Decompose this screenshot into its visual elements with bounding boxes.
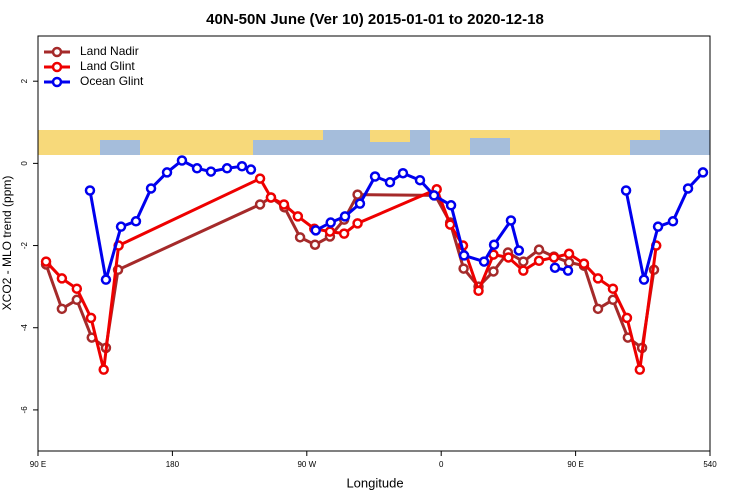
data-point — [634, 364, 646, 375]
data-point — [384, 177, 396, 188]
legend-marker — [51, 46, 63, 58]
y-tick-label: -2 — [20, 241, 29, 249]
map-strip — [38, 130, 710, 155]
x-tick-label: 180 — [166, 460, 180, 469]
data-point — [354, 198, 366, 209]
data-point — [592, 273, 604, 284]
data-point — [71, 283, 83, 294]
data-point — [221, 163, 233, 174]
data-point — [115, 221, 127, 232]
data-point — [339, 211, 351, 222]
data-point — [533, 244, 545, 255]
data-point — [607, 283, 619, 294]
data-point — [667, 216, 679, 227]
data-point — [205, 166, 217, 177]
data-point — [161, 167, 173, 178]
chart-title: 40N-50N June (Ver 10) 2015-01-01 to 2020… — [206, 11, 544, 28]
data-point — [338, 228, 350, 239]
data-point — [278, 199, 290, 210]
data-point — [458, 263, 469, 274]
data-point — [292, 211, 304, 222]
series-line — [88, 158, 705, 281]
data-point — [145, 183, 157, 194]
plot-frame — [37, 35, 711, 452]
data-point — [85, 312, 97, 324]
data-point — [445, 200, 457, 211]
data-point — [518, 265, 529, 276]
data-point — [324, 226, 336, 237]
legend-marker — [51, 76, 63, 88]
data-point — [652, 221, 664, 232]
data-point — [310, 225, 322, 236]
data-point — [265, 192, 277, 203]
data-point — [503, 252, 514, 263]
data-point — [518, 256, 529, 267]
data-point — [513, 245, 525, 256]
y-tick-label: 0 — [20, 161, 29, 166]
y-tick-label: -4 — [20, 324, 29, 332]
data-point — [325, 217, 336, 228]
data-point — [56, 303, 68, 315]
data-point — [697, 167, 709, 178]
data-point — [414, 174, 426, 186]
data-point — [352, 218, 363, 229]
x-tick-label: 540 — [703, 460, 717, 469]
data-point — [176, 155, 188, 166]
y-tick-label: 2 — [20, 78, 29, 83]
data-point — [56, 273, 68, 284]
data-point — [533, 255, 545, 267]
x-axis-label: Longitude — [346, 475, 403, 490]
data-point — [254, 199, 266, 210]
data-point — [397, 167, 409, 179]
y-tick-label: -6 — [20, 406, 29, 414]
data-point — [245, 164, 257, 175]
data-point — [638, 274, 650, 285]
data-point — [294, 232, 306, 243]
data-point — [473, 285, 484, 297]
data-point — [130, 216, 142, 227]
x-tick-label: 90 W — [297, 460, 316, 469]
data-point — [505, 215, 517, 226]
data-point — [548, 252, 560, 263]
data-point — [478, 256, 490, 267]
data-point — [592, 303, 604, 315]
data-point — [578, 258, 590, 269]
data-point — [562, 265, 574, 276]
data-point — [428, 190, 440, 201]
data-point — [682, 183, 694, 194]
x-tick-label: 90 E — [30, 460, 46, 469]
data-point — [40, 256, 52, 267]
data-point — [100, 274, 112, 285]
data-point — [563, 248, 575, 260]
data-point — [621, 312, 633, 324]
data-point — [352, 189, 363, 200]
data-point — [98, 364, 109, 375]
data-point — [458, 250, 470, 261]
data-point — [254, 173, 266, 184]
data-point — [620, 185, 632, 196]
y-axis-label: XCO2 - MLO trend (ppm) — [0, 176, 14, 311]
legend-label: Ocean Glint — [80, 74, 144, 88]
data-point — [369, 171, 381, 182]
data-point — [488, 239, 500, 250]
legend-marker — [51, 61, 63, 73]
data-point — [444, 219, 456, 230]
legend-label: Land Glint — [80, 59, 135, 73]
data-point — [236, 161, 248, 172]
data-point — [84, 185, 96, 196]
data-point — [488, 266, 499, 277]
x-tick-label: 90 E — [567, 460, 583, 469]
x-tick-label: 0 — [439, 460, 444, 469]
data-point — [309, 239, 321, 250]
legend-label: Land Nadir — [80, 44, 139, 58]
data-point — [191, 163, 203, 174]
data-point — [563, 257, 575, 268]
data-point — [549, 262, 561, 273]
